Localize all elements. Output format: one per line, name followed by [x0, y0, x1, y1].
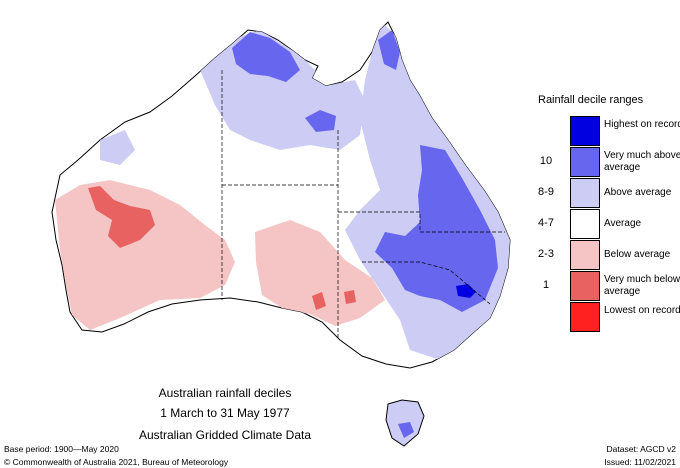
base-period: Base period: 1900—May 2020 — [4, 444, 119, 454]
region-very-much-above-north — [232, 32, 300, 82]
region-very-much-above-qld-nsw — [375, 145, 498, 312]
legend-label: Highest on record — [604, 119, 680, 130]
legend-label: Lowest on record — [604, 305, 680, 316]
legend-label: Below average — [604, 249, 671, 260]
legend-title: Rainfall decile ranges — [538, 94, 644, 106]
tasmania-very-much-above — [398, 422, 414, 438]
legend-swatch — [570, 302, 600, 332]
legend-label: Very much below average — [604, 274, 680, 297]
legend-swatch — [570, 209, 600, 239]
legend-swatch — [570, 116, 600, 146]
legend-code: 4-7 — [538, 217, 554, 229]
region-above-average-northwest — [100, 130, 135, 165]
map-period: 1 March to 31 May 1977 — [160, 406, 290, 420]
region-very-much-below-sa2 — [344, 290, 356, 304]
region-very-much-above-cape-york — [378, 30, 400, 70]
legend-item-above-average: 8-9 Above average — [530, 178, 680, 208]
legend-code: 2-3 — [538, 248, 554, 260]
legend-code: 8-9 — [538, 186, 554, 198]
state-borders — [221, 70, 505, 340]
legend-swatch — [570, 178, 600, 208]
legend-swatch — [570, 271, 600, 301]
map-source: Australian Gridded Climate Data — [138, 428, 312, 442]
legend-swatch — [570, 240, 600, 270]
legend-item-very-much-above-average: 10 Very much above average — [530, 147, 680, 177]
copyright: © Commonwealth of Australia 2021, Bureau… — [4, 457, 229, 467]
region-very-much-above-gulf — [305, 110, 336, 132]
legend-swatch — [570, 147, 600, 177]
legend-item-average: 4-7 Average — [530, 209, 680, 239]
map-title: Australian rainfall deciles — [158, 386, 292, 400]
decile-regions — [55, 22, 510, 360]
legend-label: Average — [604, 218, 642, 229]
legend-label: Very much above average — [604, 150, 680, 173]
region-below-average-west — [55, 180, 235, 330]
legend-item-highest-on-record: Highest on record — [530, 116, 680, 146]
dataset: Dataset: AGCD v2 — [606, 444, 676, 454]
legend-label: Above average — [604, 187, 672, 198]
legend-item-very-much-below-average: 1 Very much below average — [530, 271, 680, 301]
region-very-much-below-sa — [312, 292, 326, 310]
issued-date: Issued: 11/02/2021 — [604, 457, 676, 467]
legend-item-below-average: 2-3 Below average — [530, 240, 680, 270]
legend-code: 1 — [542, 279, 550, 291]
legend-code: 10 — [539, 155, 553, 167]
region-very-much-below-wa — [88, 186, 155, 248]
legend-item-lowest-on-record: Lowest on record — [530, 302, 680, 332]
